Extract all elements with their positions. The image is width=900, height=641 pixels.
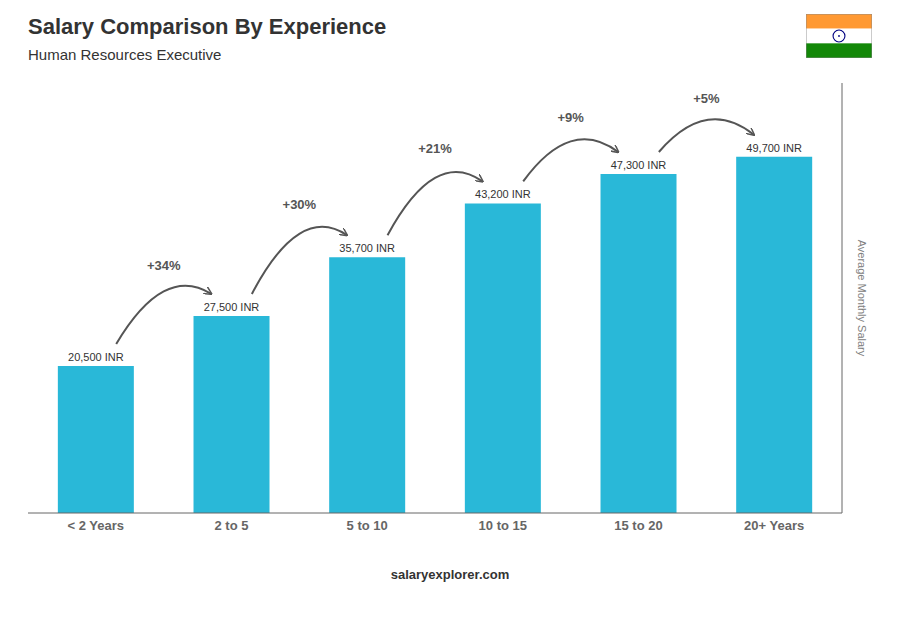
svg-text:5 to 10: 5 to 10 <box>347 518 388 533</box>
svg-text:20,500 INR: 20,500 INR <box>68 351 124 363</box>
svg-text:+21%: +21% <box>418 141 452 156</box>
svg-text:+5%: +5% <box>693 91 720 106</box>
svg-text:49,700 INR: 49,700 INR <box>746 142 802 154</box>
svg-text:+9%: +9% <box>558 110 585 125</box>
svg-text:2 to 5: 2 to 5 <box>215 518 249 533</box>
svg-text:15 to 20: 15 to 20 <box>614 518 662 533</box>
html-text:Salary Comparison By Experienc: Salary Comparison By Experience <box>28 14 387 39</box>
html-text:Human Resources Executive: Human Resources Executive <box>28 46 222 63</box>
svg-text:35,700 INR: 35,700 INR <box>339 242 395 254</box>
svg-text:27,500 INR: 27,500 INR <box>204 301 260 313</box>
svg-text:47,300 INR: 47,300 INR <box>611 159 667 171</box>
svg-text:Average Monthly Salary: Average Monthly Salary <box>856 240 868 357</box>
svg-text:< 2 Years: < 2 Years <box>68 518 125 533</box>
svg-text:+30%: +30% <box>283 197 317 212</box>
svg-text:20+ Years: 20+ Years <box>744 518 804 533</box>
svg-text:10 to 15: 10 to 15 <box>479 518 527 533</box>
svg-text:43,200 INR: 43,200 INR <box>475 188 531 200</box>
html-text:salaryexplorer.com: salaryexplorer.com <box>390 567 510 582</box>
svg-text:+34%: +34% <box>147 258 181 273</box>
